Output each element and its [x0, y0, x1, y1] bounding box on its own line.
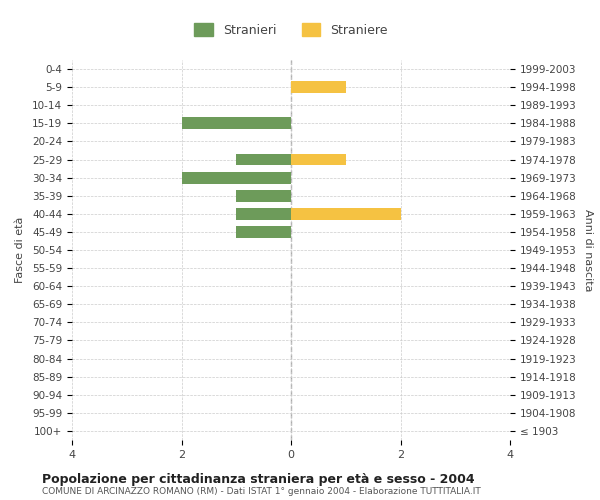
Bar	[291, 208, 401, 220]
Bar	[236, 208, 291, 220]
Bar	[236, 190, 291, 202]
Legend: Stranieri, Straniere: Stranieri, Straniere	[188, 17, 394, 43]
Bar	[182, 118, 291, 129]
Bar	[236, 226, 291, 238]
Bar	[291, 82, 346, 93]
Text: COMUNE DI ARCINAZZO ROMANO (RM) - Dati ISTAT 1° gennaio 2004 - Elaborazione TUTT: COMUNE DI ARCINAZZO ROMANO (RM) - Dati I…	[42, 488, 481, 496]
Text: Popolazione per cittadinanza straniera per età e sesso - 2004: Popolazione per cittadinanza straniera p…	[42, 472, 475, 486]
Y-axis label: Fasce di età: Fasce di età	[15, 217, 25, 283]
Bar	[291, 154, 346, 166]
Bar	[236, 154, 291, 166]
Bar	[182, 172, 291, 183]
Y-axis label: Anni di nascita: Anni di nascita	[583, 209, 593, 291]
